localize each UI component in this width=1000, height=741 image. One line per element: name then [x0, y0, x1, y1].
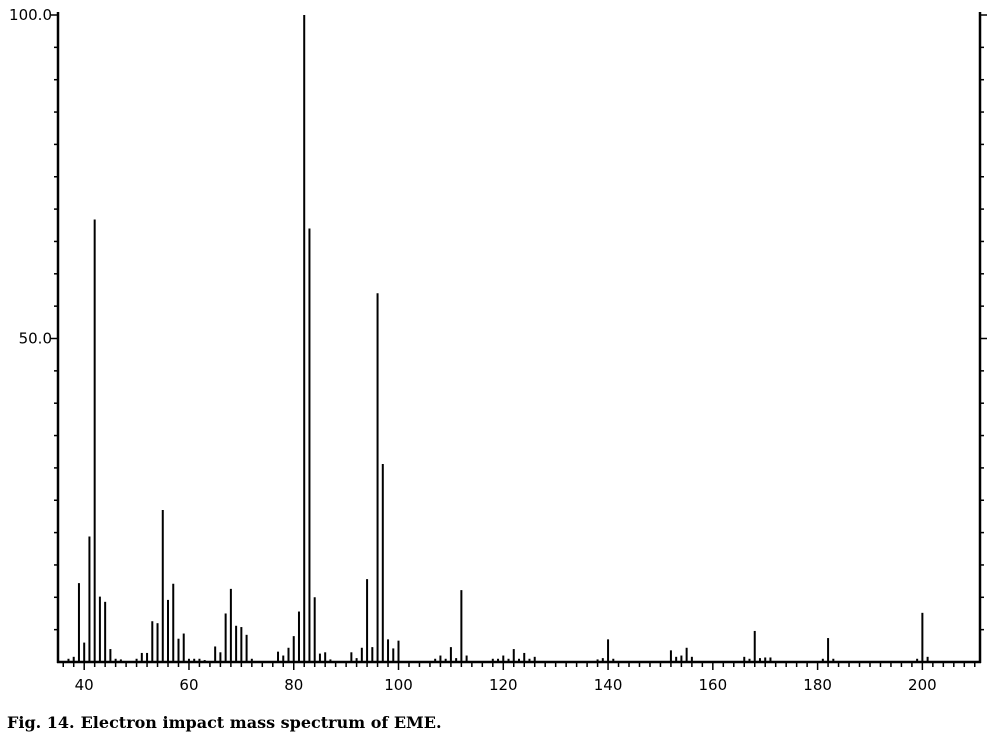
x-tick-label-60: 60 [179, 676, 198, 694]
figure-caption: Fig. 14. Electron impact mass spectrum of… [7, 713, 442, 732]
x-tick-label-100: 100 [384, 676, 413, 694]
x-tick-label-160: 160 [699, 676, 728, 694]
figure-caption-text: Electron impact mass spectrum of EME. [80, 713, 442, 732]
mass-spectrum-chart: 50.0 100.0 40 60 80 100 120 140 160 180 200 [9, 6, 987, 694]
x-tick-label-180: 180 [803, 676, 832, 694]
x-ticks-layer: 40 60 80 100 120 140 160 180 200 [62, 662, 976, 694]
y-ticks-layer: 50.0 100.0 [9, 6, 987, 631]
x-tick-label-80: 80 [284, 676, 303, 694]
x-tick-label-120: 120 [489, 676, 518, 694]
y-tick-label-50.0: 50.0 [19, 330, 52, 348]
x-tick-label-200: 200 [908, 676, 937, 694]
y-tick-label-100.0: 100.0 [9, 6, 52, 24]
x-tick-label-40: 40 [75, 676, 94, 694]
figure-caption-label: Fig. 14. [7, 713, 75, 732]
x-tick-label-140: 140 [594, 676, 623, 694]
peaks-layer [67, 15, 929, 662]
